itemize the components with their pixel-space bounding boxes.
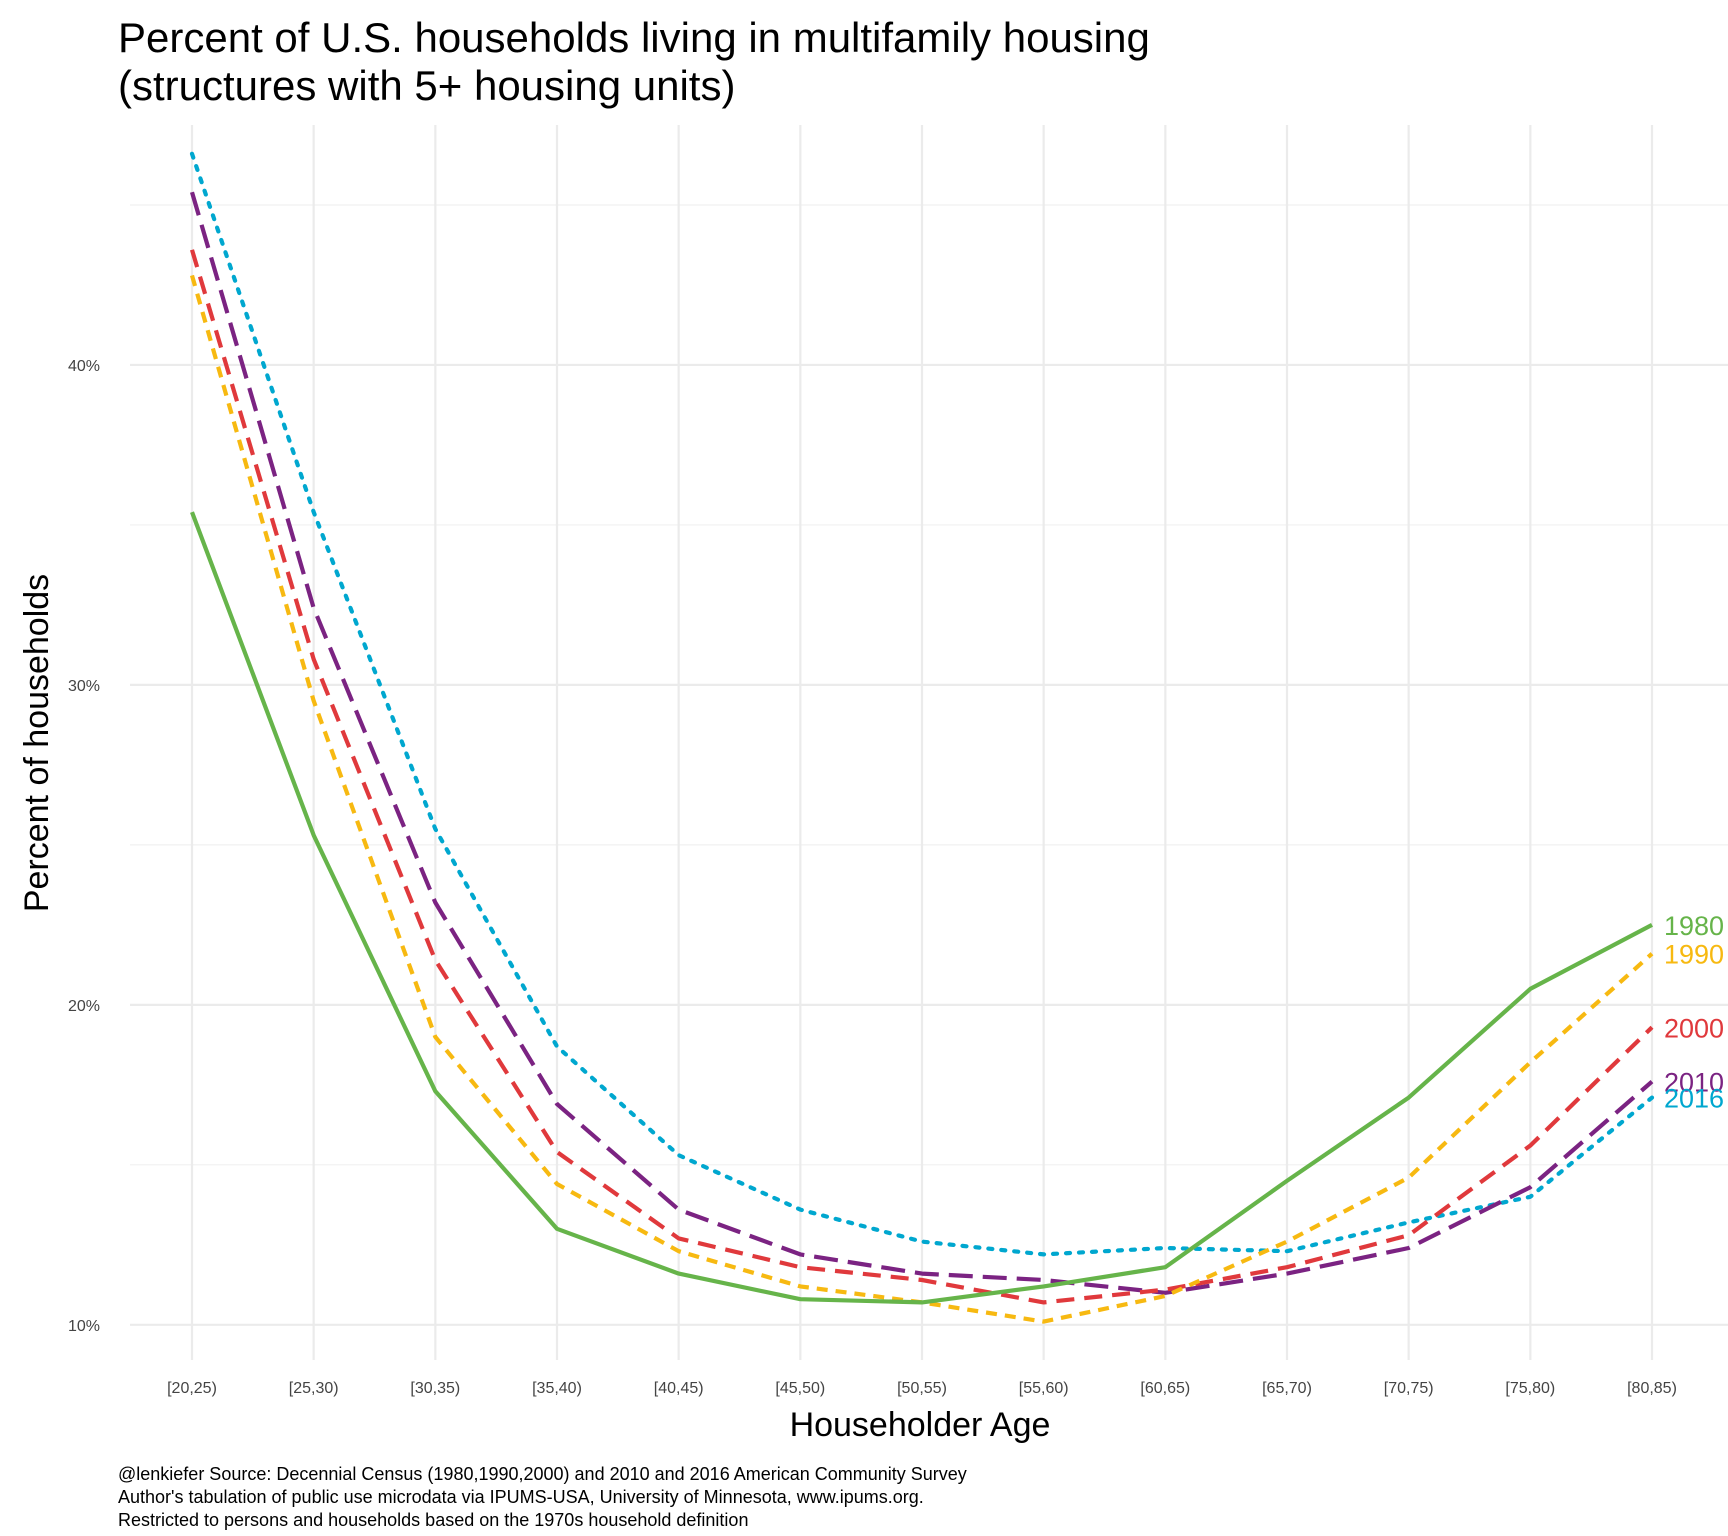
x-tick-label: [50,55) [897,1380,947,1397]
x-axis-tick-labels: [20,25) [25,30) [30,35) [35,40) [40,45) [45,5… [167,1380,1677,1397]
series-line-2000 [189,249,1654,1305]
caption-line-1: @lenkiefer Source: Decennial Census (198… [118,1464,967,1484]
x-tick-label: [20,25) [167,1380,217,1397]
x-axis-title: Householder Age [790,1406,1051,1444]
chart-title-line-1: Percent of U.S. households living in mul… [118,14,1150,61]
series-line-1980 [190,511,1653,1305]
series-line-2016 [189,151,1655,1257]
x-tick-label: [55,60) [1019,1380,1069,1397]
y-tick-label: 30% [68,678,100,695]
x-tick-label: [60,65) [1140,1380,1190,1397]
y-tick-label: 20% [68,998,100,1015]
series-line-1990 [189,274,1654,1324]
caption-line-2: Author's tabulation of public use microd… [118,1487,924,1507]
end-label-2000: 2000 [1664,1013,1724,1043]
x-tick-label: [65,70) [1262,1380,1312,1397]
end-label-2010: 2010 [1664,1068,1724,1098]
x-tick-label: [75,80) [1505,1380,1555,1397]
x-tick-label: [80,85) [1627,1380,1677,1397]
y-tick-label: 40% [68,358,100,375]
series-lines [189,151,1655,1324]
x-tick-label: [30,35) [410,1380,460,1397]
x-tick-label: [70,75) [1384,1380,1434,1397]
x-tick-label: [35,40) [532,1380,582,1397]
end-label-2016: 2016 [1664,1084,1724,1114]
end-label-1980: 1980 [1664,911,1724,941]
x-tick-label: [25,30) [289,1380,339,1397]
x-tick-label: [45,50) [775,1380,825,1397]
caption-line-3: Restricted to persons and households bas… [118,1510,748,1530]
chart-title-line-2: (structures with 5+ housing units) [118,62,735,109]
x-tick-label: [40,45) [654,1380,704,1397]
y-axis-title: Percent of households [18,574,56,912]
y-axis-tick-labels: 10% 20% 30% 40% [68,358,100,1335]
minor-gridlines [130,204,1728,1166]
y-tick-label: 10% [68,1318,100,1335]
end-label-1990: 1990 [1664,940,1724,970]
series-line-2010 [189,191,1654,1295]
